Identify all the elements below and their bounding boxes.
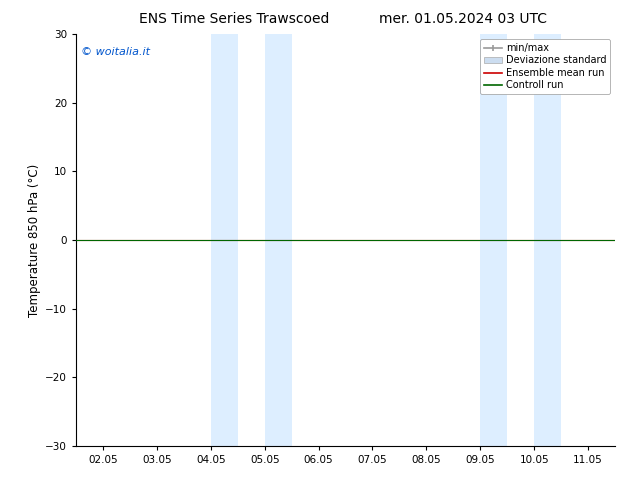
Bar [210,34,238,446]
Bar [534,34,561,446]
Text: ENS Time Series Trawscoed: ENS Time Series Trawscoed [139,12,330,26]
Y-axis label: Temperature 850 hPa (°C): Temperature 850 hPa (°C) [28,164,41,317]
Text: mer. 01.05.2024 03 UTC: mer. 01.05.2024 03 UTC [379,12,547,26]
Bar [481,34,507,446]
Bar [265,34,292,446]
Text: © woitalia.it: © woitalia.it [81,47,150,57]
Legend: min/max, Deviazione standard, Ensemble mean run, Controll run: min/max, Deviazione standard, Ensemble m… [481,39,610,94]
